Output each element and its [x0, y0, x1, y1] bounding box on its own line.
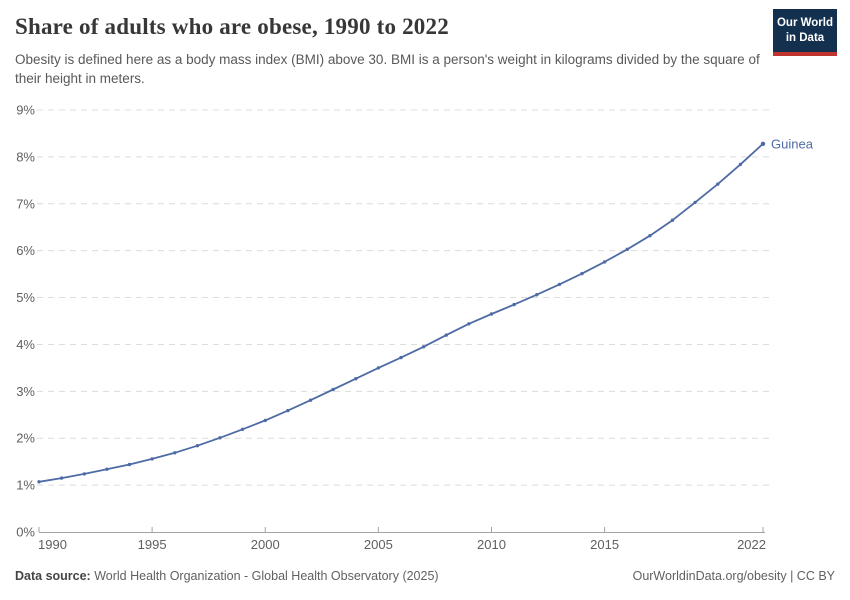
data-point	[399, 355, 403, 360]
data-point	[308, 398, 313, 402]
license-note[interactable]: OurWorldinData.org/obesity | CC BY	[632, 569, 835, 583]
data-point	[512, 302, 516, 307]
data-point	[173, 451, 177, 455]
chart-subtitle: Obesity is defined here as a body mass i…	[15, 52, 760, 87]
data-point	[331, 387, 335, 392]
data-point	[580, 271, 584, 276]
data-point	[760, 141, 766, 146]
data-point	[693, 200, 697, 205]
data-point	[127, 462, 132, 467]
owid-logo-line1: Our World	[776, 17, 833, 29]
x-tick-label: 2015	[590, 537, 619, 552]
owid-logo-text: Our World in Data	[773, 9, 837, 52]
data-point	[557, 282, 562, 287]
data-point	[602, 260, 607, 264]
data-point	[625, 247, 629, 251]
data-point	[648, 234, 652, 238]
owid-logo[interactable]: Our World in Data	[773, 9, 837, 56]
data-point	[286, 408, 290, 413]
data-source-text: World Health Organization - Global Healt…	[90, 569, 439, 583]
y-tick-label: 9%	[16, 103, 35, 118]
y-tick-label: 5%	[16, 290, 35, 305]
data-point	[535, 293, 539, 297]
y-tick-label: 1%	[16, 478, 35, 493]
y-tick-label: 7%	[16, 196, 35, 211]
data-point	[670, 218, 675, 222]
y-tick-label: 8%	[16, 149, 35, 164]
data-point	[421, 345, 426, 349]
line-series[interactable]	[38, 142, 764, 483]
data-point	[738, 162, 743, 167]
x-tick-label: 2022	[737, 537, 766, 552]
data-point	[240, 427, 245, 431]
x-tick-label: 1990	[38, 537, 67, 552]
data-point	[716, 182, 720, 186]
x-tick-label: 2010	[477, 537, 506, 552]
data-point	[105, 467, 109, 471]
y-tick-label: 6%	[16, 243, 35, 258]
data-point	[354, 377, 358, 381]
data-point	[150, 457, 154, 461]
chart-footer: Data source: World Health Organization -…	[15, 569, 835, 583]
data-point	[467, 322, 471, 326]
line-chart-svg[interactable]: 0% 1% 2% 3% 4% 5% 6% 7% 8% 9% 1990 1995 2000 2005 2010…	[0, 95, 850, 565]
data-point	[37, 480, 41, 484]
data-source-note: Data source: World Health Organization -…	[15, 569, 439, 583]
chart-plot-area[interactable]: 0% 1% 2% 3% 4% 5% 6% 7% 8% 9% 1990 1995 2000 2005 2010…	[0, 95, 850, 565]
data-point	[59, 476, 64, 480]
x-tick-label: 2000	[251, 537, 280, 552]
page-title: Share of adults who are obese, 1990 to 2…	[15, 14, 449, 39]
owid-logo-accent-bar	[773, 51, 837, 56]
data-point	[444, 333, 448, 337]
data-point	[263, 418, 267, 423]
x-tick-label: 2005	[364, 537, 393, 552]
y-tick-label: 3%	[16, 384, 35, 399]
data-point	[489, 312, 494, 316]
y-tick-label: 0%	[16, 525, 35, 540]
y-tick-label: 2%	[16, 431, 35, 446]
x-tick-label: 1995	[138, 537, 167, 552]
owid-logo-line2: in Data	[785, 31, 825, 44]
data-point	[82, 472, 87, 476]
data-point	[195, 444, 200, 448]
data-point	[218, 436, 222, 440]
data-source-label: Data source:	[15, 569, 91, 583]
series-end-label[interactable]: Guinea	[771, 136, 814, 151]
data-point	[376, 366, 381, 370]
y-tick-label: 4%	[16, 337, 35, 352]
